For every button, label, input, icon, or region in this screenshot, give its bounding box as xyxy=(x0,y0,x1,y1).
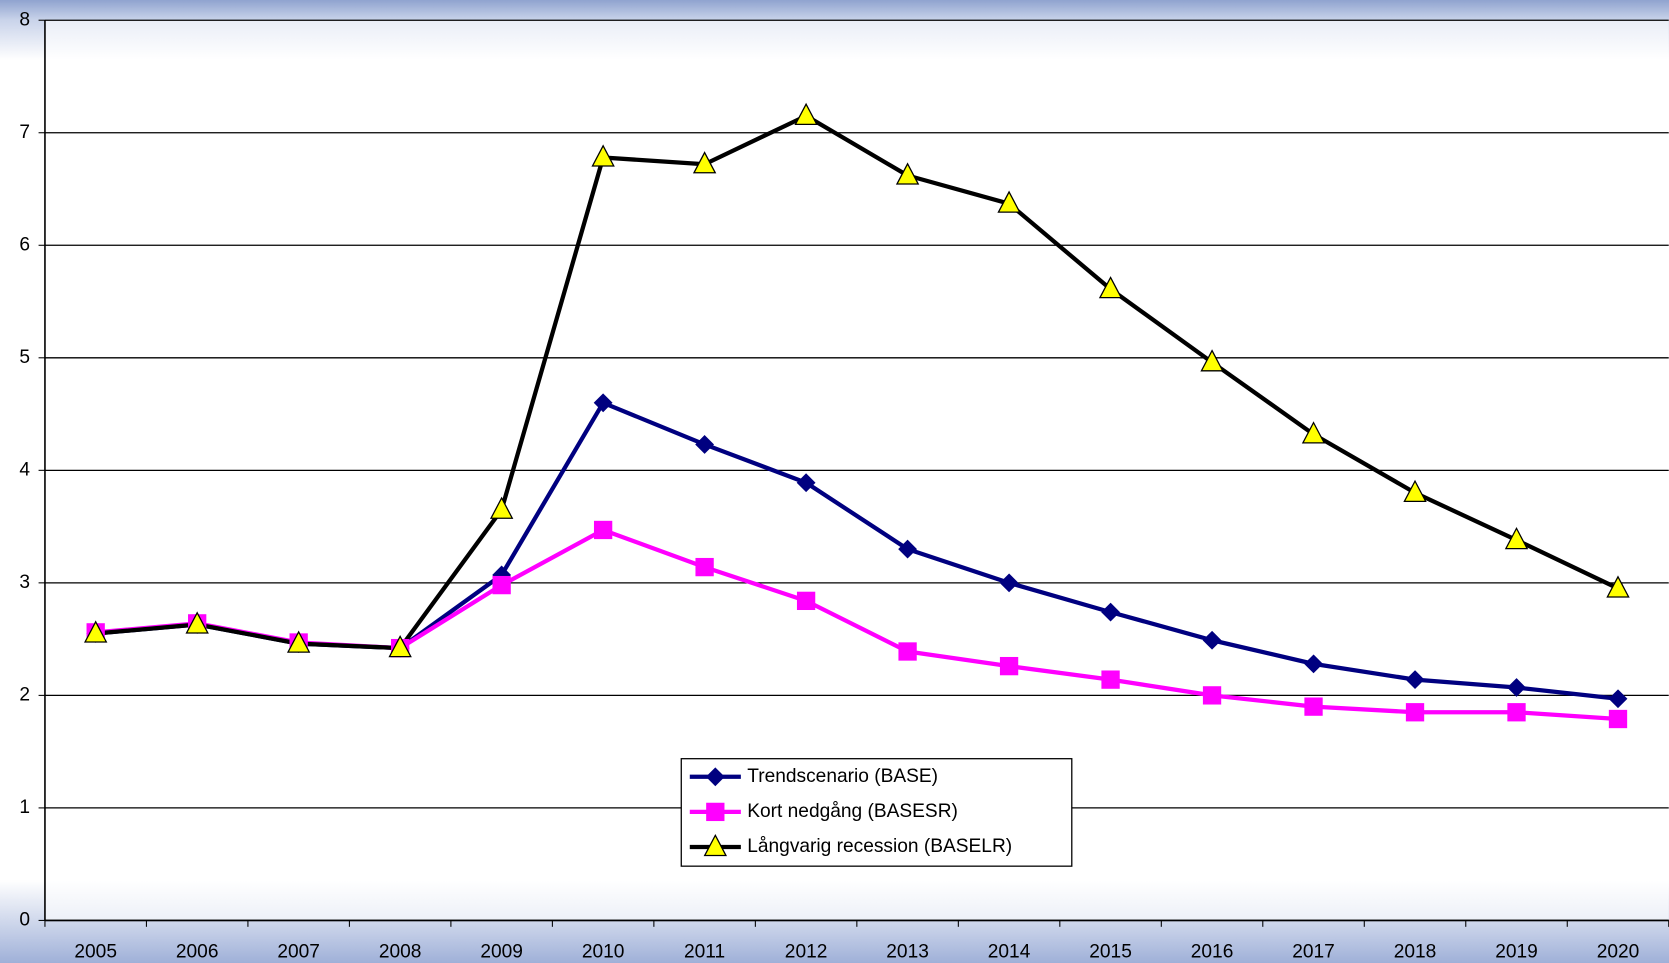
data-point xyxy=(388,635,412,658)
data-point xyxy=(1608,709,1628,729)
data-point xyxy=(695,435,715,454)
legend-label: Trendscenario (BASE) xyxy=(747,766,938,787)
x-tick-label: 2011 xyxy=(684,941,725,962)
x-tick-label: 2015 xyxy=(1089,941,1132,962)
y-tick-label: 8 xyxy=(19,9,30,30)
data-point xyxy=(1304,697,1323,716)
data-point xyxy=(1504,527,1529,550)
y-tick-label: 4 xyxy=(19,459,30,480)
y-tick-label: 1 xyxy=(19,797,30,818)
x-tick-label: 2016 xyxy=(1191,941,1234,962)
x-tick-label: 2007 xyxy=(277,941,320,962)
legend-label: Långvarig recession (BASELR) xyxy=(747,836,1012,857)
data-point xyxy=(1101,670,1120,689)
data-point xyxy=(1202,686,1222,705)
y-tick-label: 6 xyxy=(19,234,30,255)
data-point xyxy=(1101,602,1120,622)
data-point xyxy=(83,620,108,643)
y-tick-label: 0 xyxy=(19,909,30,930)
data-point xyxy=(895,162,920,185)
x-tick-label: 2009 xyxy=(480,941,523,962)
y-tick-label: 2 xyxy=(19,684,30,705)
data-point xyxy=(489,496,514,519)
data-point xyxy=(1507,678,1526,697)
legend-marker xyxy=(706,802,725,822)
data-point xyxy=(1405,670,1425,690)
y-tick-label: 5 xyxy=(19,347,30,368)
data-point xyxy=(1403,479,1427,502)
x-tick-label: 2017 xyxy=(1292,941,1335,962)
data-point xyxy=(1405,703,1425,722)
x-tick-label: 2019 xyxy=(1495,941,1538,962)
x-tick-label: 2014 xyxy=(988,941,1031,962)
y-tick-label: 7 xyxy=(19,122,30,143)
data-point xyxy=(1200,349,1224,372)
data-point xyxy=(185,611,209,634)
x-tick-label: 2020 xyxy=(1597,941,1640,962)
series-line xyxy=(95,113,1619,651)
x-tick-label: 2008 xyxy=(379,941,422,962)
x-tick-label: 2010 xyxy=(582,941,625,962)
data-point xyxy=(898,539,918,559)
data-point xyxy=(591,144,615,167)
x-tick-label: 2012 xyxy=(785,941,828,962)
y-tick-label: 3 xyxy=(19,572,30,593)
data-point xyxy=(1608,689,1628,709)
data-point xyxy=(898,642,917,661)
data-point xyxy=(794,102,818,126)
data-point xyxy=(796,473,816,493)
data-point xyxy=(1606,575,1630,598)
data-point xyxy=(796,591,816,611)
data-point xyxy=(593,520,613,540)
data-point xyxy=(1202,630,1222,650)
data-point xyxy=(1507,703,1526,722)
data-point xyxy=(999,573,1019,593)
data-point xyxy=(286,630,311,653)
data-point xyxy=(593,393,613,413)
legend-label: Kort nedgång (BASESR) xyxy=(747,801,958,822)
data-point xyxy=(997,190,1021,213)
data-point xyxy=(1098,276,1123,299)
x-tick-label: 2005 xyxy=(74,941,117,962)
x-tick-label: 2018 xyxy=(1394,941,1437,962)
data-point xyxy=(492,575,511,595)
x-tick-label: 2013 xyxy=(886,941,929,962)
legend-box xyxy=(680,758,1073,867)
data-point xyxy=(695,557,714,577)
legend-marker xyxy=(703,833,728,857)
data-point xyxy=(999,656,1019,676)
data-point xyxy=(1304,654,1323,674)
data-point xyxy=(692,151,717,174)
x-tick-label: 2006 xyxy=(176,941,219,962)
legend-marker xyxy=(705,767,725,787)
data-point xyxy=(1301,421,1326,444)
